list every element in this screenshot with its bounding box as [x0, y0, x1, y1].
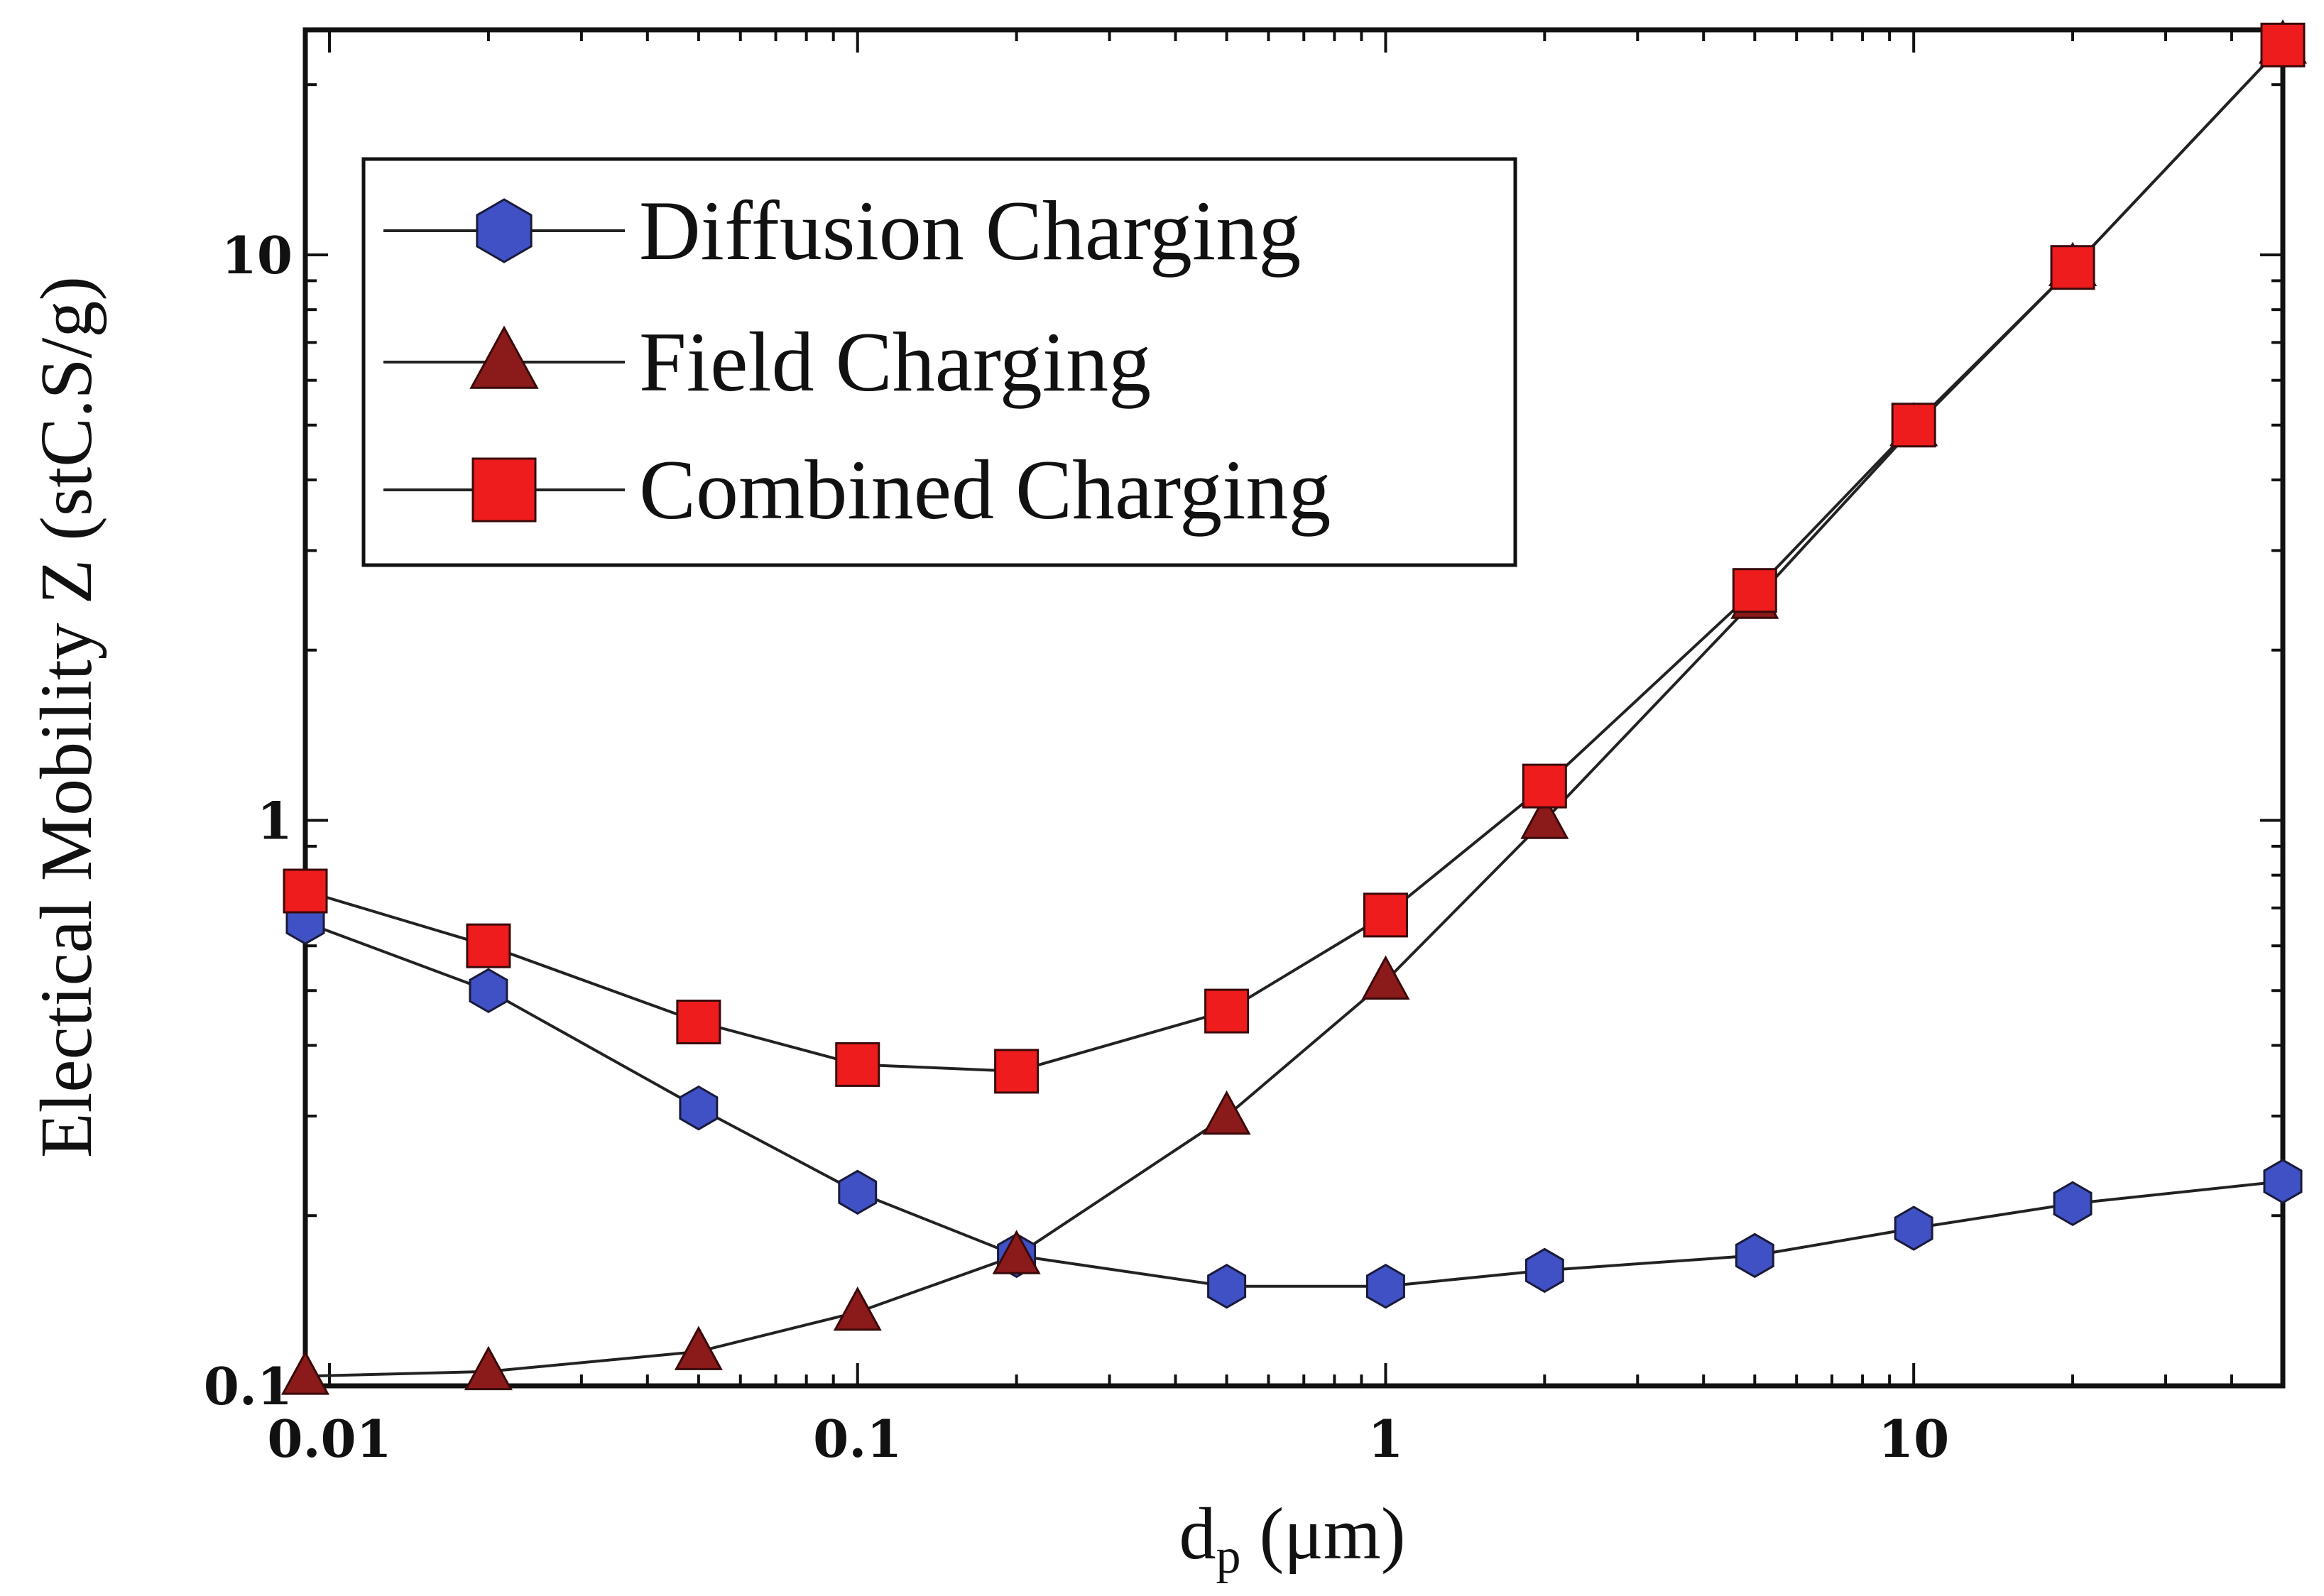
point-diffusion-charging	[1366, 1263, 1405, 1309]
point-field-charging	[1202, 1090, 1251, 1135]
point-diffusion-charging	[1207, 1263, 1247, 1309]
point-field-charging	[1520, 794, 1569, 839]
point-combined-charging	[994, 1049, 1040, 1094]
series-line-field-charging	[305, 44, 2284, 1378]
x-axis-title-unit: (μm)	[1260, 1493, 1406, 1575]
legend-label: Combined Charging	[639, 442, 1331, 537]
legend-item-diffusion-charging: Diffusion Charging	[383, 183, 1301, 278]
x-axis-title: dp (μm)	[1179, 1493, 1406, 1584]
series-markers	[280, 19, 2308, 1395]
point-field-charging	[1361, 955, 1410, 1000]
point-combined-charging	[466, 923, 511, 968]
series-line-diffusion-charging	[305, 921, 2284, 1288]
y-tick-label: 1	[257, 790, 293, 851]
point-combined-charging	[835, 1042, 880, 1087]
point-combined-charging	[1204, 988, 1250, 1034]
point-diffusion-charging	[1735, 1232, 1774, 1279]
x-axis-title-main: d	[1179, 1493, 1216, 1575]
legend-item-combined-charging: Combined Charging	[383, 442, 1331, 537]
point-field-charging	[674, 1326, 723, 1370]
point-diffusion-charging	[1524, 1247, 1564, 1294]
point-combined-charging	[283, 868, 328, 914]
point-diffusion-charging	[2263, 1159, 2303, 1204]
x-tick-label: 1	[1368, 1409, 1403, 1469]
point-field-charging	[464, 1345, 513, 1391]
point-diffusion-charging	[1894, 1206, 1933, 1251]
square-marker-icon	[471, 457, 537, 523]
point-combined-charging	[1732, 568, 1777, 613]
point-field-charging	[833, 1286, 882, 1331]
tick-marks	[304, 30, 2284, 1387]
point-combined-charging	[1363, 892, 1408, 938]
x-tick-label: 10	[1878, 1409, 1949, 1469]
point-combined-charging	[1522, 763, 1567, 809]
x-tick-label: 0.01	[267, 1409, 391, 1469]
y-tick-label: 10	[222, 225, 293, 285]
y-tick-label: 0.1	[204, 1356, 293, 1416]
point-diffusion-charging	[2053, 1181, 2093, 1227]
point-combined-charging	[676, 999, 721, 1044]
point-diffusion-charging	[679, 1085, 719, 1131]
x-axis-title-sub: p	[1216, 1529, 1241, 1584]
point-combined-charging	[1891, 403, 1936, 448]
legend-label: Diffusion Charging	[639, 183, 1301, 278]
y-axis-title: Electical Mobility Z (stC.S/g)	[26, 276, 107, 1158]
point-combined-charging	[2050, 245, 2095, 290]
triangle-marker-icon	[469, 325, 539, 389]
series-line-combined-charging	[305, 44, 2284, 1073]
point-diffusion-charging	[838, 1169, 878, 1215]
point-combined-charging	[2260, 22, 2306, 67]
legend-item-field-charging: Field Charging	[383, 315, 1151, 409]
point-diffusion-charging	[469, 968, 508, 1014]
series-lines	[305, 44, 2284, 1378]
legend: Diffusion Charging Field Charging Combined…	[361, 157, 1517, 567]
point-field-charging	[280, 1350, 330, 1395]
legend-label: Field Charging	[639, 315, 1151, 409]
x-tick-label: 0.1	[813, 1409, 902, 1469]
hexagon-marker-icon	[476, 198, 533, 263]
point-field-charging	[992, 1230, 1041, 1274]
